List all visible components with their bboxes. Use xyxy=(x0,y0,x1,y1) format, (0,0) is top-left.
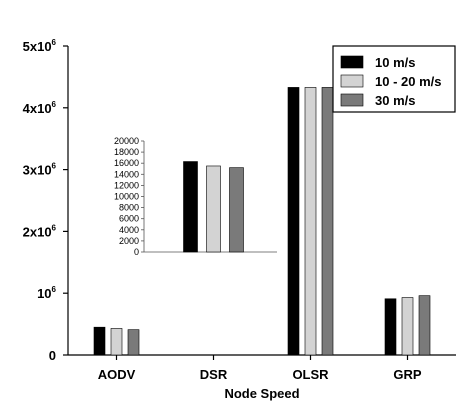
legend-label: 30 m/s xyxy=(375,93,415,108)
y-tick-label: 3x106 xyxy=(23,162,57,178)
y-tick-label: 2x106 xyxy=(23,223,57,239)
legend: 10 m/s 10 - 20 m/s 30 m/s xyxy=(332,45,456,113)
bar xyxy=(418,295,431,356)
legend-label: 10 m/s xyxy=(375,55,415,70)
y-tick-label: 5x106 xyxy=(23,38,57,54)
bar xyxy=(321,87,334,356)
x-tick-label: OLSR xyxy=(292,367,329,382)
bar xyxy=(93,326,106,356)
bar xyxy=(110,328,123,356)
inset-y-tick-label: 2000 xyxy=(119,236,139,246)
inset-y-tick-label: 16000 xyxy=(114,158,139,168)
inset-y-tick-label: 20000 xyxy=(114,136,139,146)
inset-y-tick-label: 6000 xyxy=(119,214,139,224)
main-axes: 0 106 2x106 3x106 4x106 5x106 AODV DSR OLSR GRP xyxy=(23,38,456,382)
inset-y-tick-label: 8000 xyxy=(119,203,139,213)
inset-y-tick-label: 14000 xyxy=(114,169,139,179)
inset-y-tick-label: 12000 xyxy=(114,180,139,190)
x-tick-label: DSR xyxy=(200,367,228,382)
inset-y-tick-label: 4000 xyxy=(119,225,139,235)
legend-swatch xyxy=(340,74,364,88)
x-tick-label: AODV xyxy=(98,367,136,382)
x-axis-title: Node Speed xyxy=(224,386,299,401)
y-tick-label: 4x106 xyxy=(23,100,57,116)
bar xyxy=(287,87,300,356)
legend-swatch xyxy=(340,93,364,107)
legend-swatch xyxy=(340,55,364,69)
inset-bar xyxy=(206,165,221,253)
bar xyxy=(304,87,317,356)
inset-bar xyxy=(229,167,244,253)
bars xyxy=(93,87,431,356)
inset-y-tick-label: 0 xyxy=(134,247,139,257)
bar xyxy=(401,297,414,356)
inset-bar xyxy=(183,161,198,253)
inset-y-tick-label: 18000 xyxy=(114,147,139,157)
y-tick-label: 106 xyxy=(37,285,56,301)
inset-y-tick-label: 10000 xyxy=(114,192,139,202)
bar xyxy=(127,329,140,356)
y-tick-label: 0 xyxy=(49,348,56,363)
x-tick-label: GRP xyxy=(393,367,422,382)
legend-label: 10 - 20 m/s xyxy=(375,74,442,89)
bar xyxy=(384,298,397,356)
